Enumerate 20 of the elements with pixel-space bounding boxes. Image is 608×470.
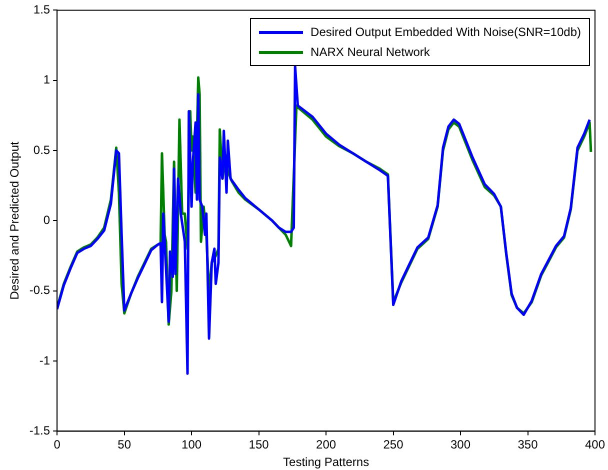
y-tick-label: -1.5	[29, 424, 50, 438]
y-tick-label: -1	[39, 353, 50, 368]
legend-label: NARX Neural Network	[310, 45, 430, 59]
y-tick-label: 1	[43, 72, 50, 87]
x-tick-label: 350	[518, 438, 538, 452]
y-axis-title: Desired and Predicted Output	[8, 140, 22, 300]
y-tick-label: 0.5	[33, 142, 50, 157]
x-tick-label: 250	[383, 438, 404, 452]
x-tick-label: 100	[182, 438, 202, 452]
y-tick-label: 0	[43, 213, 50, 228]
legend-label: Desired Output Embedded With Noise(SNR=10db)	[310, 25, 581, 39]
x-tick-label: 300	[450, 438, 471, 452]
x-tick-label: 200	[316, 438, 336, 452]
x-tick-label: 150	[248, 438, 270, 452]
y-tick-label: -0.5	[29, 283, 50, 298]
x-tick-label: 400	[584, 438, 606, 452]
x-tick-label: 50	[118, 438, 132, 452]
x-axis-title: Testing Patterns	[283, 455, 370, 470]
y-tick-label: 1.5	[33, 2, 50, 17]
x-tick-label: 0	[54, 438, 61, 452]
